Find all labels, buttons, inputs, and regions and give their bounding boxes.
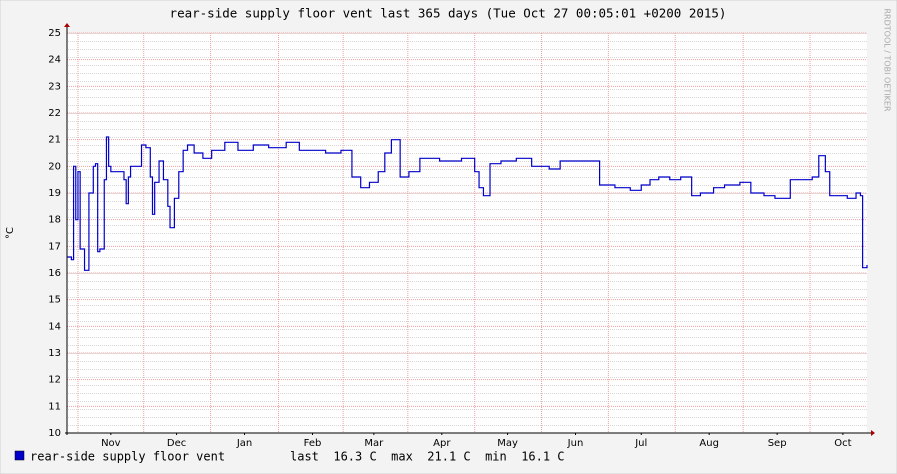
x-tick-label: Oct — [834, 438, 851, 449]
y-tick-label: 13 — [48, 348, 61, 359]
legend-label: rear-side supply floor vent — [30, 450, 225, 464]
y-tick-label: 23 — [48, 81, 61, 92]
y-tick-label: 15 — [48, 295, 61, 306]
x-tick-label: May — [497, 438, 518, 449]
x-tick-label: Mar — [364, 438, 384, 449]
y-tick-label: 12 — [48, 375, 61, 386]
x-tick-label: Aug — [699, 438, 719, 449]
x-tick-label: Apr — [433, 438, 451, 449]
legend-stats: last 16.3 C max 21.1 C min 16.1 C — [290, 450, 565, 464]
chart-title: rear-side supply floor vent last 365 day… — [170, 6, 727, 21]
y-tick-label: 21 — [48, 135, 61, 146]
x-tick-label: Jul — [634, 438, 647, 449]
y-tick-label: 19 — [48, 188, 61, 199]
x-tick-label: Jan — [236, 438, 252, 449]
y-tick-label: 10 — [48, 428, 61, 439]
x-tick-label: Nov — [101, 438, 121, 449]
y-tick-label: 18 — [48, 215, 61, 226]
y-tick-label: 17 — [48, 241, 61, 252]
y-tick-label: 22 — [48, 108, 61, 119]
legend-swatch — [14, 450, 25, 461]
y-axis-label: °C — [5, 227, 16, 239]
y-tick-label: 16 — [48, 268, 61, 279]
y-arrow — [64, 23, 70, 27]
x-tick-label: Sep — [768, 438, 787, 449]
y-tick-label: 25 — [48, 28, 61, 39]
minor-grid — [67, 33, 867, 433]
y-tick-label: 11 — [48, 401, 61, 412]
x-tick-label: Dec — [167, 438, 186, 449]
x-tick-label: Jun — [567, 438, 584, 449]
watermark: RRDTOOL / TOBI OETIKER — [883, 8, 892, 111]
data-line — [67, 136, 868, 271]
y-tick-label: 14 — [48, 321, 61, 332]
y-tick-label: 24 — [48, 55, 61, 66]
x-tick-label: Feb — [304, 438, 322, 449]
y-tick-label: 20 — [48, 161, 61, 172]
x-arrow — [871, 430, 875, 436]
